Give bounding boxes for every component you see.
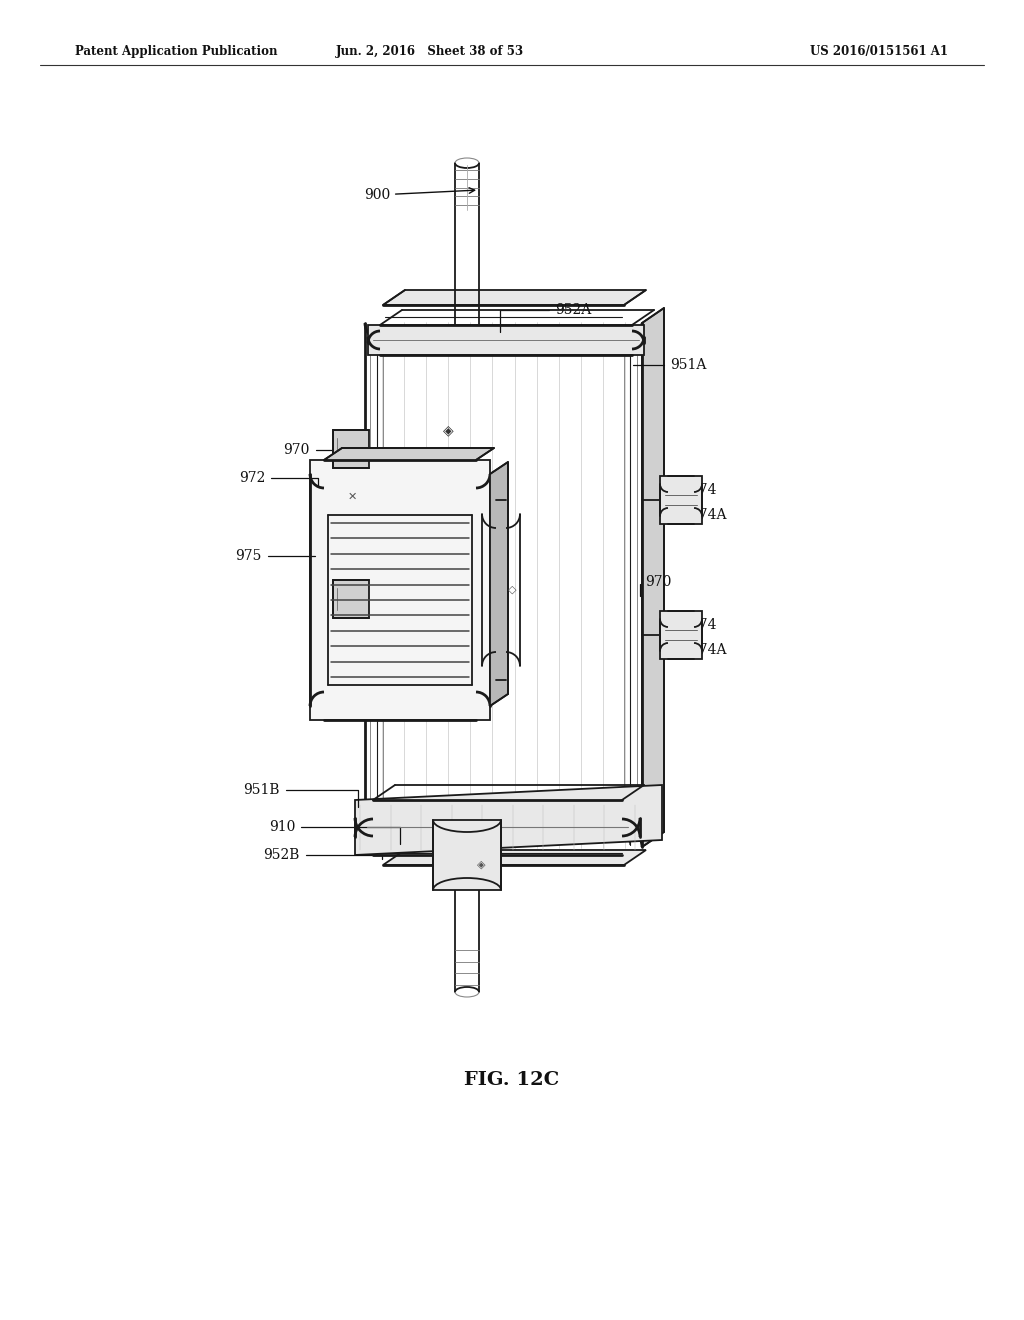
Text: 974: 974 (670, 483, 717, 499)
Text: 952B: 952B (263, 847, 382, 862)
Text: ✕: ✕ (347, 492, 356, 502)
Text: 974: 974 (670, 618, 717, 634)
Text: 970: 970 (640, 576, 672, 597)
Text: 952A: 952A (500, 304, 591, 333)
Polygon shape (490, 462, 508, 706)
Text: US 2016/0151561 A1: US 2016/0151561 A1 (810, 45, 948, 58)
Text: 900: 900 (364, 187, 475, 202)
Text: 951A: 951A (633, 358, 707, 372)
Text: Patent Application Publication: Patent Application Publication (75, 45, 278, 58)
Text: 974A: 974A (670, 643, 726, 657)
Polygon shape (368, 325, 644, 355)
Polygon shape (310, 459, 490, 719)
Polygon shape (355, 785, 662, 855)
Text: 975: 975 (236, 549, 315, 564)
Text: ◈: ◈ (477, 861, 485, 870)
Polygon shape (333, 430, 369, 469)
Polygon shape (383, 850, 646, 865)
Text: 970: 970 (284, 444, 362, 457)
Text: FIG. 12C: FIG. 12C (464, 1071, 560, 1089)
Polygon shape (324, 447, 494, 459)
Text: Jun. 2, 2016   Sheet 38 of 53: Jun. 2, 2016 Sheet 38 of 53 (336, 45, 524, 58)
Text: 972: 972 (239, 471, 318, 487)
Polygon shape (660, 477, 702, 524)
Text: 974A: 974A (670, 508, 726, 521)
Polygon shape (433, 820, 501, 890)
Text: 951B: 951B (244, 783, 358, 808)
Polygon shape (333, 579, 369, 618)
Polygon shape (642, 308, 664, 847)
Polygon shape (383, 290, 646, 305)
Text: ◇: ◇ (508, 585, 516, 595)
Text: ◈: ◈ (442, 422, 454, 437)
Polygon shape (660, 611, 702, 659)
Text: 910: 910 (268, 820, 400, 845)
